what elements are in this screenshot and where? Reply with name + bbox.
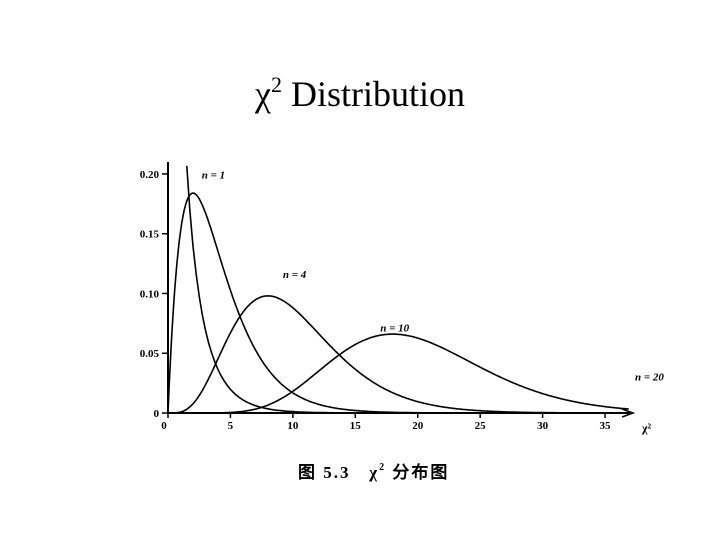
series-label: n = 20 [635,372,664,384]
x-tick-label: 20 [412,420,424,432]
series-label: n = 4 [283,269,307,281]
x-tick-label: 10 [287,420,299,432]
y-tick-label: 0 [154,408,160,420]
series-line-n4 [167,192,629,414]
x-axis-label: χ² [641,421,652,435]
chart-axes: χ² [167,162,652,435]
series-label: n = 10 [380,323,409,335]
series-line-n1 [186,165,627,414]
x-tick-label: 15 [350,420,362,432]
x-axis-arrow [621,408,636,418]
chart-ticks: 0.20 0.15 0.10 0.05 00 5 10 15 20 25 30 35 [140,169,611,432]
slide-title: χ2 Distribution [255,72,465,115]
y-tick-label: 0.20 [140,169,160,181]
chart-series-labels: n = 1 n = 4 n = 10 n = 20 [202,170,665,384]
x-tick-label: 0 [161,420,167,432]
x-tick-label: 30 [537,420,549,432]
x-tick-label: 25 [475,420,487,432]
chart-series [167,165,629,414]
figure-caption: 图 5.3 χ2 分布图 [298,462,450,483]
series-line-n20 [168,333,629,414]
series-line-n10 [168,295,629,414]
y-tick-label: 0.10 [140,288,160,300]
y-tick-label: 0.05 [140,348,160,360]
x-tick-label: 5 [228,420,234,432]
x-tick-label: 35 [600,420,612,432]
y-tick-label: 0.15 [140,229,160,241]
series-label: n = 1 [202,170,225,182]
